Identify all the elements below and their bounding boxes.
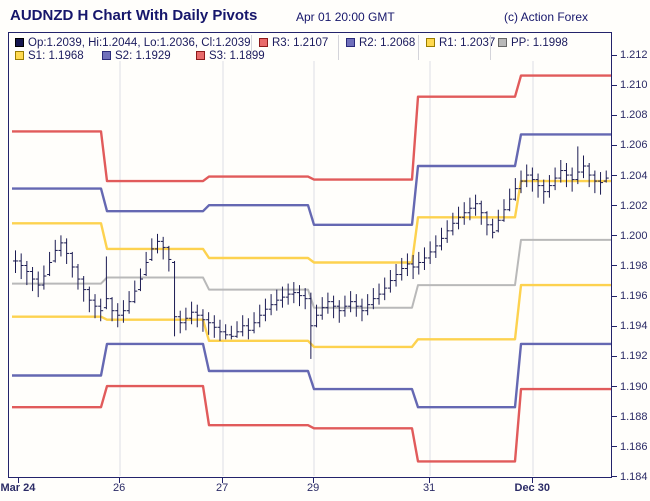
y-axis-label: 1.188 [620, 410, 648, 423]
price-chart-canvas [12, 61, 611, 476]
legend-divider [418, 35, 419, 60]
legend-item-s1: S1: 1.1968 [15, 50, 84, 62]
y-axis-tick [612, 84, 617, 86]
y-axis-label: 1.194 [620, 320, 648, 333]
x-axis-label: Dec 30 [514, 482, 550, 494]
legend-item-s2: S2: 1.1929 [102, 50, 171, 62]
page-title: AUDNZD H Chart With Daily Pivots [10, 7, 258, 24]
x-axis-tick [18, 478, 19, 483]
y-axis-tick [612, 114, 617, 116]
x-axis-label: Mar 24 [0, 482, 36, 494]
legend-item-r1: R1: 1.2037 [426, 37, 495, 49]
y-axis-label: 1.210 [620, 79, 648, 92]
x-axis-tick [313, 478, 314, 483]
y-axis-tick [612, 325, 617, 327]
y-axis-label: 1.198 [620, 259, 648, 272]
chart-plot-area: Op:1.2039, Hi:1.2044, Lo:1.2036, Cl:1.20… [8, 32, 612, 478]
x-axis-tick [119, 478, 120, 483]
y-axis-label: 1.184 [620, 470, 648, 483]
s2-swatch-icon [102, 51, 111, 60]
s1-swatch-icon [15, 51, 24, 60]
y-axis-label: 1.192 [620, 350, 648, 363]
x-axis-label: 29 [307, 482, 320, 494]
y-axis-label: 1.190 [620, 380, 648, 393]
chart-datetime: Apr 01 20:00 GMT [296, 10, 395, 24]
legend-item-r3: R3: 1.2107 [259, 37, 328, 49]
x-axis-tick [532, 478, 533, 483]
y-axis-label: 1.202 [620, 199, 648, 212]
y-axis-label: 1.206 [620, 139, 648, 152]
pp-swatch-icon [498, 38, 507, 47]
ohlc-swatch-icon [15, 38, 24, 47]
y-axis-tick [612, 355, 617, 357]
y-axis-label: 1.200 [620, 229, 648, 242]
chart-credit: (c) Action Forex [504, 10, 589, 24]
legend-divider [251, 35, 252, 60]
legend-item-ohlc: Op:1.2039, Hi:1.2044, Lo:1.2036, Cl:1.20… [15, 37, 251, 49]
s3-swatch-icon [196, 51, 205, 60]
legend-item-r2: R2: 1.2068 [346, 37, 415, 49]
legend-divider [490, 35, 491, 60]
y-axis-tick [612, 386, 617, 388]
r2-swatch-icon [346, 38, 355, 47]
y-axis-label: 1.204 [620, 169, 648, 182]
x-axis-label: 27 [216, 482, 229, 494]
y-axis-tick [612, 235, 617, 237]
y-axis-tick [612, 175, 617, 177]
y-axis-tick [612, 144, 617, 146]
x-axis-tick [222, 478, 223, 483]
legend-divider [338, 35, 339, 60]
y-axis-tick [612, 54, 617, 56]
y-axis-label: 1.208 [620, 109, 648, 122]
x-axis-label: 26 [113, 482, 126, 494]
legend-item-s3: S3: 1.1899 [196, 50, 265, 62]
x-axis-label: 31 [423, 482, 436, 494]
legend-item-pp: PP: 1.1998 [498, 37, 568, 49]
y-axis-label: 1.196 [620, 290, 648, 303]
x-axis-tick [429, 478, 430, 483]
y-axis-tick [612, 205, 617, 207]
y-axis-tick [612, 295, 617, 297]
y-axis-tick [612, 416, 617, 418]
y-axis-tick [612, 476, 617, 478]
r1-swatch-icon [426, 38, 435, 47]
r3-swatch-icon [259, 38, 268, 47]
y-axis-label: 1.186 [620, 440, 648, 453]
y-axis-tick [612, 265, 617, 267]
y-axis-label: 1.212 [620, 49, 648, 61]
y-axis-tick [612, 446, 617, 448]
